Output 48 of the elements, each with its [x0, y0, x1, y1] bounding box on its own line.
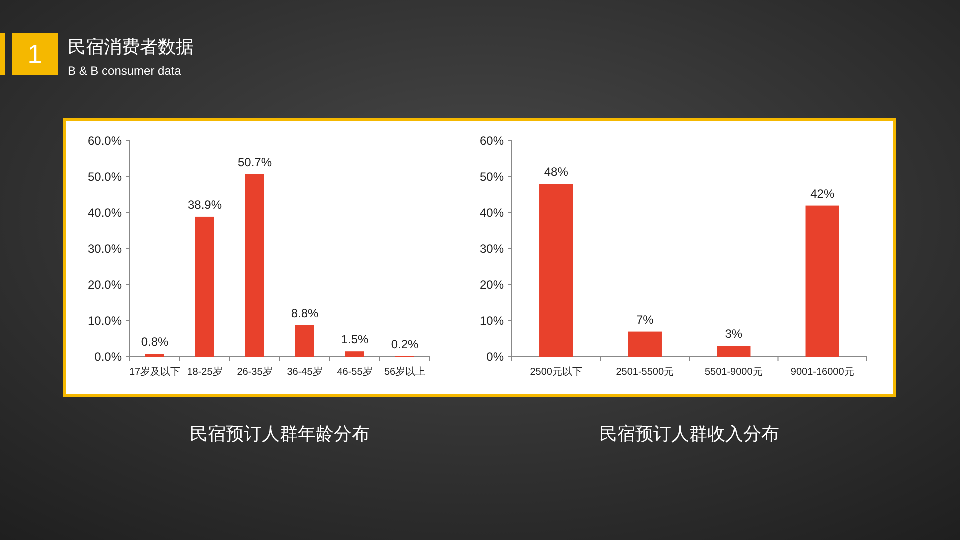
bar: [806, 206, 840, 357]
data-label: 42%: [810, 186, 835, 201]
text: B & B consumer data: [68, 64, 182, 78]
data-label: 0.2%: [391, 337, 419, 352]
x-tick-label: 5501-9000元: [704, 367, 763, 378]
x-tick-label: 46-55岁: [337, 366, 373, 378]
bar: [540, 184, 574, 357]
data-label: 3%: [725, 327, 743, 342]
bar: [196, 216, 214, 357]
bar: [296, 325, 314, 357]
y-tick-label: 20%: [480, 278, 504, 292]
data-label: 8.8%: [291, 306, 319, 320]
y-tick-label: 50.0%: [88, 170, 122, 184]
text: 民宿预订人群年龄分布: [190, 424, 370, 444]
x-tick-label: 56岁以上: [384, 366, 426, 378]
x-tick-label: 18-25岁: [187, 366, 223, 378]
text: 1: [28, 39, 42, 69]
y-tick-label: 30%: [480, 242, 504, 256]
y-tick-label: 0.0%: [94, 350, 122, 364]
text: 民宿消费者数据: [68, 37, 194, 57]
x-tick-label: 2500元以下: [530, 366, 582, 378]
y-tick-label: 10.0%: [88, 314, 122, 328]
bar: [346, 352, 364, 357]
y-tick-label: 60.0%: [88, 134, 122, 148]
y-tick-label: 50%: [480, 170, 504, 184]
y-tick-label: 40%: [480, 206, 504, 220]
y-tick-label: 30.0%: [88, 242, 122, 256]
y-tick-label: 40.0%: [88, 206, 122, 220]
bar: [628, 332, 662, 357]
data-label: 0.8%: [141, 335, 169, 350]
bar: [717, 346, 751, 357]
y-tick-label: 60%: [480, 134, 504, 148]
bar: [246, 174, 264, 357]
x-tick-label: 36-45岁: [287, 366, 323, 378]
x-tick-label: 26-35岁: [237, 366, 273, 378]
y-tick-label: 20.0%: [88, 278, 122, 292]
y-tick-label: 10%: [480, 314, 504, 328]
y-tick-label: 0%: [486, 350, 504, 364]
x-tick-label: 17岁及以下: [129, 366, 181, 378]
data-label: 7%: [636, 312, 654, 327]
data-label: 50.7%: [238, 155, 272, 170]
x-tick-label: 2501-5500元: [616, 367, 674, 378]
x-tick-label: 9001-16000元: [790, 367, 854, 378]
data-label: 48%: [544, 165, 569, 180]
text: 民宿预订人群收入分布: [600, 424, 780, 444]
data-label: 1.5%: [341, 332, 369, 347]
bar: [146, 354, 164, 357]
data-label: 38.9%: [188, 198, 222, 212]
